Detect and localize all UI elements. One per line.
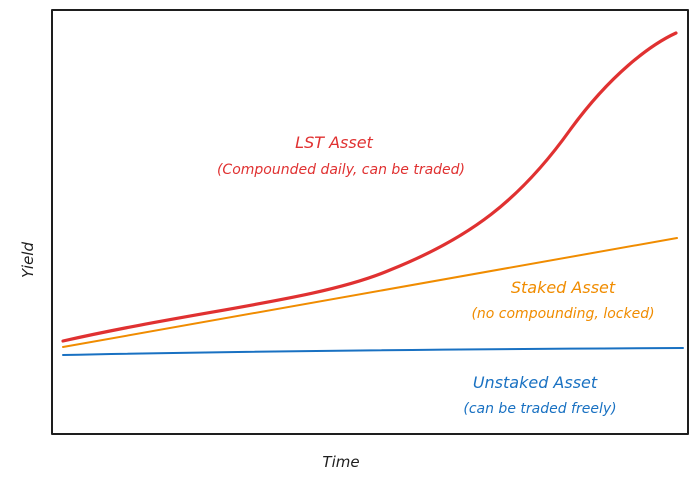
lst-asset-line xyxy=(61,31,678,343)
unstaked-asset-title: Unstaked Asset xyxy=(473,373,598,392)
staked-asset-line xyxy=(62,237,678,348)
staked-asset-subtitle: (no compounding, locked) xyxy=(471,306,654,322)
unstaked-asset-line xyxy=(62,347,684,356)
y-axis-label: Yield xyxy=(19,242,37,278)
lst-asset-subtitle: (Compounded daily, can be traded) xyxy=(217,162,465,178)
chart-frame xyxy=(51,9,689,435)
lst-asset-title: LST Asset xyxy=(295,133,373,152)
staked-asset-title: Staked Asset xyxy=(511,278,616,297)
unstaked-asset-subtitle: (can be traded freely) xyxy=(463,401,616,417)
x-axis-label: Time xyxy=(322,453,359,471)
